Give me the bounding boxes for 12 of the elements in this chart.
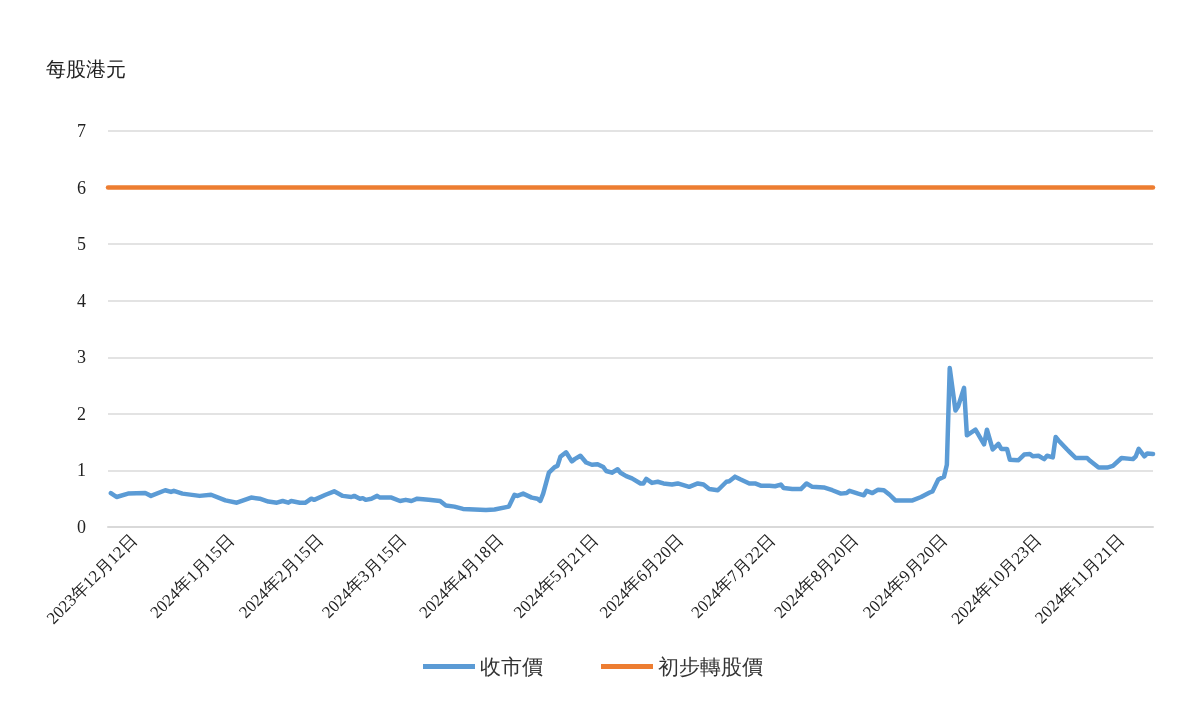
y-tick-label: 7	[77, 121, 86, 141]
y-tick-label: 4	[77, 290, 86, 311]
legend-label: 初步轉股價	[658, 654, 763, 679]
y-tick-label: 3	[77, 347, 86, 368]
y-tick-label: 1	[77, 460, 86, 481]
y-tick-label: 0	[77, 517, 86, 537]
line-series	[108, 365, 1156, 513]
y-tick-label: 5	[77, 234, 86, 255]
legend-label: 收市價	[480, 654, 543, 679]
y-tick-label: 6	[77, 177, 86, 198]
y-tick-label: 2	[77, 403, 86, 424]
y-axis-title: 每股港元	[46, 58, 126, 80]
